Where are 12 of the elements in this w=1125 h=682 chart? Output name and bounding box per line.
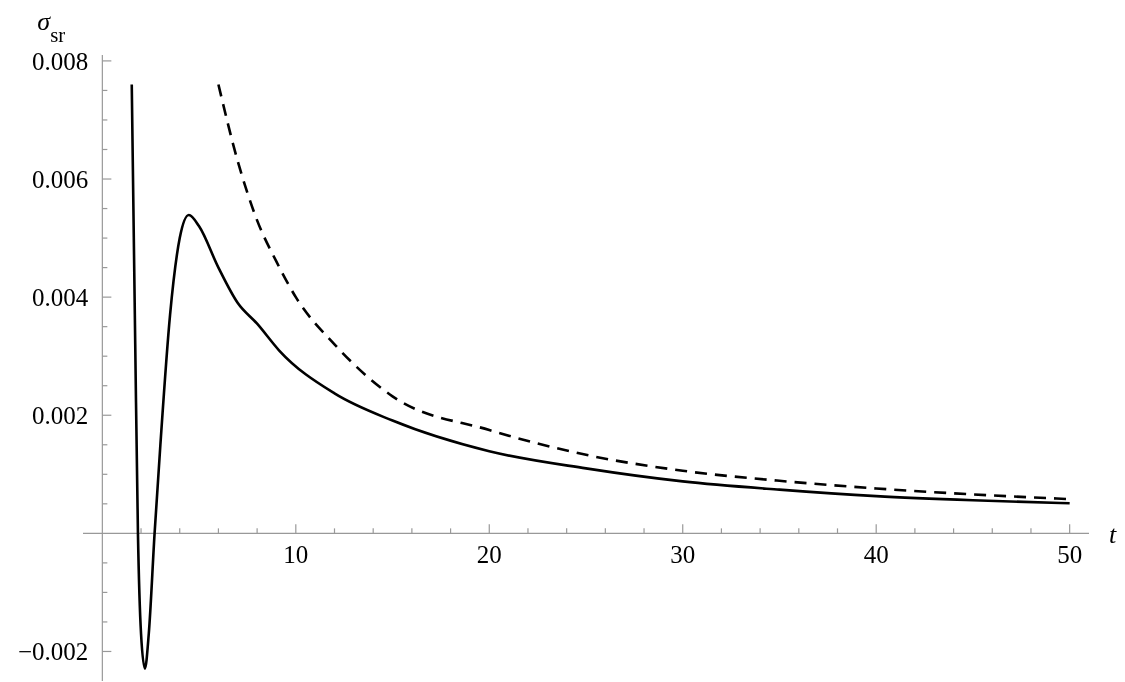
y-tick-label: 0.006 — [32, 165, 89, 193]
y-axis-title: σ$_{sr}$ — [37, 7, 66, 46]
y-tick-label: 0.002 — [32, 402, 89, 429]
x-tick-label: 20 — [476, 541, 502, 569]
x-tick-label: 10 — [283, 541, 309, 569]
y-tick-label: −0.002 — [17, 638, 89, 666]
x-tick-label: 30 — [670, 541, 696, 569]
y-tick-label: 0.008 — [32, 47, 89, 75]
x-tick-label: 50 — [1057, 541, 1083, 569]
x-tick-label: 40 — [863, 541, 889, 569]
y-tick-label: 0.004 — [32, 283, 89, 311]
x-axis-title: t — [1109, 520, 1117, 550]
